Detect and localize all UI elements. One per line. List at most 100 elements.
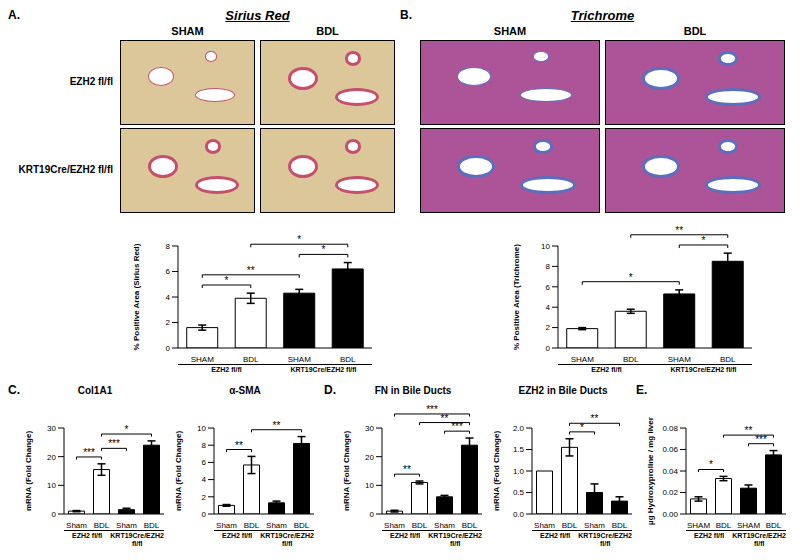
- svg-text:6: 6: [202, 458, 207, 467]
- svg-text:0.5: 0.5: [513, 488, 525, 497]
- svg-text:**: **: [235, 440, 243, 451]
- svg-text:**: **: [403, 464, 411, 475]
- svg-text:BDL: BDL: [244, 521, 260, 530]
- svg-text:8: 8: [546, 262, 551, 271]
- svg-text:BDL: BDL: [243, 355, 259, 364]
- svg-text:0.0: 0.0: [513, 510, 525, 519]
- svg-text:BDL: BDL: [562, 521, 578, 530]
- svg-text:**: **: [745, 425, 753, 436]
- svg-text:BDL: BDL: [340, 355, 356, 364]
- html-text:Trichrome: Trichrome: [570, 8, 635, 23]
- svg-text:2: 2: [546, 323, 551, 332]
- svg-text:**: **: [441, 413, 449, 424]
- svg-text:***: ***: [83, 447, 95, 458]
- svg-text:BDL: BDL: [766, 521, 782, 530]
- svg-text:*: *: [709, 459, 713, 470]
- svg-text:*: *: [297, 234, 301, 245]
- svg-text:BDL: BDL: [720, 355, 736, 364]
- svg-text:20: 20: [47, 453, 56, 462]
- html-text:A.: A.: [8, 8, 20, 22]
- svg-text:SHAM: SHAM: [687, 521, 710, 530]
- svg-text:*: *: [322, 244, 326, 255]
- svg-text:0: 0: [52, 510, 57, 519]
- svg-text:***: ***: [755, 434, 767, 445]
- svg-text:mRNA (Fold Change): mRNA (Fold Change): [24, 431, 33, 511]
- svg-text:% Positive Area (Trichrome): % Positive Area (Trichrome): [512, 244, 521, 350]
- svg-text:***: ***: [451, 421, 463, 432]
- svg-text:8: 8: [166, 242, 171, 251]
- svg-text:BDL: BDL: [462, 521, 478, 530]
- svg-text:*: *: [580, 422, 584, 433]
- svg-text:Sham: Sham: [266, 521, 287, 530]
- svg-text:30: 30: [47, 424, 56, 433]
- svg-text:mRNA (Fold Change): mRNA (Fold Change): [342, 431, 351, 511]
- svg-text:0: 0: [370, 510, 375, 519]
- svg-text:4: 4: [546, 303, 551, 312]
- svg-text:0.00: 0.00: [662, 510, 678, 519]
- html-text:Sirius Red: Sirius Red: [225, 8, 290, 23]
- svg-text:0.04: 0.04: [662, 467, 678, 476]
- svg-text:2: 2: [202, 493, 207, 502]
- svg-text:**: **: [247, 265, 255, 276]
- svg-text:10: 10: [365, 481, 374, 490]
- html-text:KRT19Cre/EZH2 fl/fl: KRT19Cre/EZH2 fl/fl: [110, 532, 164, 547]
- svg-text:6: 6: [166, 267, 171, 276]
- svg-text:Sham: Sham: [434, 521, 455, 530]
- svg-text:***: ***: [108, 438, 120, 449]
- svg-text:SHAM: SHAM: [668, 355, 691, 364]
- svg-text:0: 0: [166, 344, 171, 353]
- svg-text:0.02: 0.02: [662, 488, 678, 497]
- svg-text:SHAM: SHAM: [737, 521, 760, 530]
- svg-text:Sham: Sham: [534, 521, 555, 530]
- svg-text:***: ***: [426, 404, 438, 415]
- svg-text:*: *: [125, 424, 129, 435]
- html-text:KRT19Cre/EZH2 fl/fl: KRT19Cre/EZH2 fl/fl: [428, 532, 482, 547]
- svg-text:BDL: BDL: [294, 521, 310, 530]
- svg-text:**: **: [675, 225, 683, 236]
- svg-text:mRNA (Fold Change): mRNA (Fold Change): [174, 431, 183, 511]
- svg-text:8: 8: [202, 441, 207, 450]
- svg-text:10: 10: [47, 481, 56, 490]
- svg-text:20: 20: [365, 453, 374, 462]
- svg-text:SHAM: SHAM: [191, 355, 214, 364]
- svg-text:2: 2: [166, 318, 171, 327]
- svg-text:**: **: [591, 413, 599, 424]
- svg-text:Sham: Sham: [66, 521, 87, 530]
- svg-text:Sham: Sham: [584, 521, 605, 530]
- svg-text:*: *: [225, 275, 229, 286]
- svg-text:4: 4: [166, 293, 171, 302]
- svg-text:mRNA (Fold Change): mRNA (Fold Change): [492, 431, 501, 511]
- svg-text:10: 10: [541, 242, 550, 251]
- svg-text:**: **: [273, 420, 281, 431]
- svg-text:*: *: [629, 272, 633, 283]
- svg-text:4: 4: [202, 475, 207, 484]
- svg-text:30: 30: [365, 424, 374, 433]
- svg-text:% Positive Area (Sirius Red): % Positive Area (Sirius Red): [132, 243, 141, 350]
- html-text:B.: B.: [400, 8, 412, 22]
- svg-text:2.0: 2.0: [513, 424, 525, 433]
- svg-text:6: 6: [546, 283, 551, 292]
- svg-text:SHAM: SHAM: [288, 355, 311, 364]
- svg-text:Sham: Sham: [116, 521, 137, 530]
- svg-text:0.08: 0.08: [662, 424, 678, 433]
- html-text:KRT19Cre/EZH2 fl/fl: KRT19Cre/EZH2 fl/fl: [732, 532, 786, 547]
- svg-text:BDL: BDL: [623, 355, 639, 364]
- svg-text:Sham: Sham: [384, 521, 405, 530]
- svg-text:SHAM: SHAM: [571, 355, 594, 364]
- svg-text:*: *: [702, 235, 706, 246]
- svg-text:BDL: BDL: [94, 521, 110, 530]
- svg-text:BDL: BDL: [612, 521, 628, 530]
- svg-text:1.5: 1.5: [513, 445, 525, 454]
- html-text:KRT19Cre/EZH2 fl/fl: KRT19Cre/EZH2 fl/fl: [578, 532, 632, 547]
- svg-text:1.0: 1.0: [513, 467, 525, 476]
- svg-text:0: 0: [202, 510, 207, 519]
- svg-text:µg Hydroxyproline / mg liver: µg Hydroxyproline / mg liver: [646, 417, 655, 525]
- svg-text:BDL: BDL: [716, 521, 732, 530]
- html-text:KRT19Cre/EZH2 fl/fl: KRT19Cre/EZH2 fl/fl: [260, 532, 314, 547]
- svg-text:10: 10: [197, 424, 206, 433]
- svg-text:0: 0: [546, 344, 551, 353]
- svg-text:Sham: Sham: [216, 521, 237, 530]
- svg-text:BDL: BDL: [144, 521, 160, 530]
- svg-text:0.06: 0.06: [662, 445, 678, 454]
- svg-text:BDL: BDL: [412, 521, 428, 530]
